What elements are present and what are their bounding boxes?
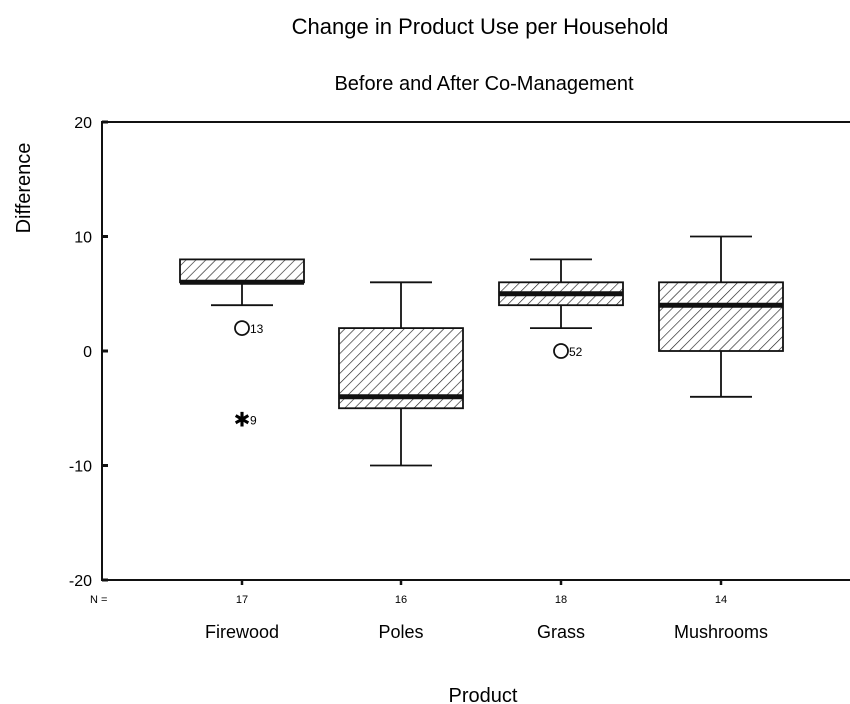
chart-subtitle: Before and After Co-Management (334, 73, 634, 95)
x-tick-label: Firewood (205, 622, 279, 642)
n-count: 18 (555, 594, 567, 606)
y-tick-label: -20 (69, 573, 92, 590)
x-axis-label: Product (449, 685, 518, 704)
n-count: 16 (395, 594, 407, 606)
boxes: 13 ✱ 9 17 Firewood 16 Poles 52 18 Grass 14 Mushroom… (179, 235, 784, 642)
outlier-point (553, 343, 569, 359)
chart-title: Change in Product Use per Household (292, 14, 669, 39)
x-tick-label: Mushrooms (674, 622, 768, 642)
x-tick-label: Poles (378, 622, 423, 642)
y-tick-label: 20 (74, 115, 92, 132)
outlier-label: 52 (569, 345, 583, 359)
n-count: 14 (715, 594, 727, 606)
box-group: 52 18 Grass (498, 258, 624, 642)
y-ticks: 20 10 0 -10 -20 (69, 115, 108, 590)
iqr-box (658, 281, 784, 352)
box-group: 13 ✱ 9 17 Firewood (179, 258, 305, 642)
outlier-label: 13 (250, 322, 264, 336)
box-group: 16 Poles (338, 281, 464, 642)
outlier-point (234, 320, 250, 337)
y-tick-label: 0 (83, 344, 92, 361)
y-tick-label: 10 (74, 230, 92, 247)
extreme-point: ✱ (234, 410, 251, 432)
x-tick-label: Grass (537, 622, 585, 642)
n-count: 17 (236, 594, 248, 606)
y-tick-label: -10 (69, 459, 92, 476)
iqr-box (179, 258, 305, 284)
outlier-label: 9 (250, 414, 257, 428)
n-label: N = (90, 594, 107, 606)
box-group: 14 Mushrooms (658, 235, 784, 642)
y-axis-label: Difference (13, 143, 35, 234)
